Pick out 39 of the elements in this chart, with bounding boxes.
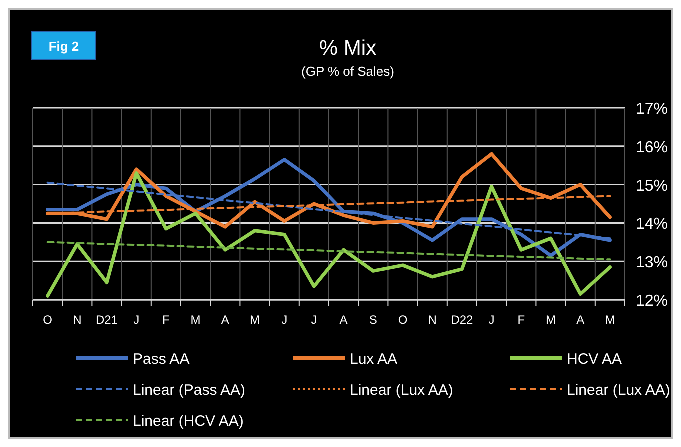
y-tick-label: 14% [636, 216, 668, 234]
caption: Fig 2 [48, 39, 80, 54]
x-tick-label: J [134, 313, 140, 327]
x-tick-label: D21 [96, 313, 118, 327]
y-tick-label: 16% [636, 139, 668, 156]
label-box: Fig 2 [32, 32, 96, 60]
x-tick-label: M [190, 313, 201, 327]
x-tick-label: M [250, 313, 260, 327]
y-tick-label: 15% [636, 178, 668, 195]
x-tick-label: J [488, 313, 495, 327]
x-tick-label: D22 [451, 313, 474, 327]
x-tick-label: O [398, 313, 408, 327]
chart-subtitle: (GP % of Sales) [302, 64, 394, 79]
x-tick-label: F [162, 313, 170, 327]
x-tick-label: S [369, 313, 378, 327]
legend-label: Linear (Lux AA) [350, 382, 454, 399]
legend-label: Linear (HCV AA) [133, 413, 244, 430]
legend-label: Linear (Pass AA) [133, 382, 246, 399]
x-tick-label: A [221, 313, 230, 327]
x-tick-label: F [518, 313, 526, 327]
legend-label: HCV AA [567, 351, 622, 368]
y-tick-label: 17% [636, 101, 668, 118]
x-tick-label: O [43, 313, 52, 327]
x-tick-label: A [340, 313, 348, 327]
chart-title: % Mix [319, 37, 378, 60]
legend-label: Lux AA [350, 351, 398, 368]
x-tick-label: N [428, 313, 437, 327]
y-tick-label: 13% [636, 254, 668, 272]
x-tick-label: N [73, 313, 82, 327]
legend-label: Linear (Lux AA) [567, 382, 670, 399]
x-tick-label: A [576, 313, 585, 327]
x-tick-label: M [546, 313, 556, 327]
line-series [46, 172, 612, 298]
y-tick-label: 12% [636, 293, 668, 310]
legend-label: Pass AA [133, 351, 190, 368]
x-tick-label: J [311, 313, 318, 327]
line-series [46, 241, 612, 261]
x-tick-label: J [282, 313, 288, 327]
x-tick-label: M [605, 313, 616, 327]
